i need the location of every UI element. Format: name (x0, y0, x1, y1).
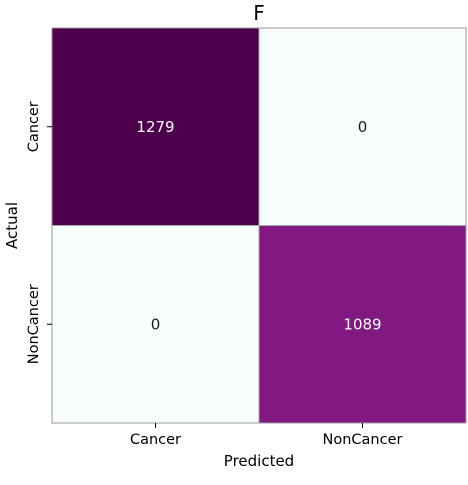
heatmap-cell-0-1 (258, 27, 467, 226)
heatmap-cell-1-1 (258, 225, 467, 424)
y-axis-ticks: Cancer NonCancer (26, 101, 52, 364)
x-axis-ticks: Cancer NonCancer (130, 423, 403, 448)
heatmap-cell-1-0 (51, 225, 260, 424)
x-axis-label: Predicted (224, 452, 294, 470)
y-tick-label: Cancer (26, 101, 42, 152)
heatmap-cells: 1279 0 0 1089 (51, 27, 467, 424)
cell-value-label-1-0: 0 (151, 315, 161, 333)
heatmap-cell-0-0 (51, 27, 260, 226)
cell-value-label-0-0: 1279 (136, 118, 174, 136)
x-tick-label: NonCancer (323, 432, 403, 448)
chart-title: F (253, 1, 265, 25)
y-tick-label: NonCancer (26, 284, 42, 364)
cell-value-label-1-1: 1089 (343, 315, 381, 333)
cell-value-label-0-1: 0 (358, 118, 368, 136)
plot-frame (51, 27, 467, 424)
y-axis-label: Actual (3, 202, 21, 249)
x-tick-label: Cancer (130, 432, 181, 448)
